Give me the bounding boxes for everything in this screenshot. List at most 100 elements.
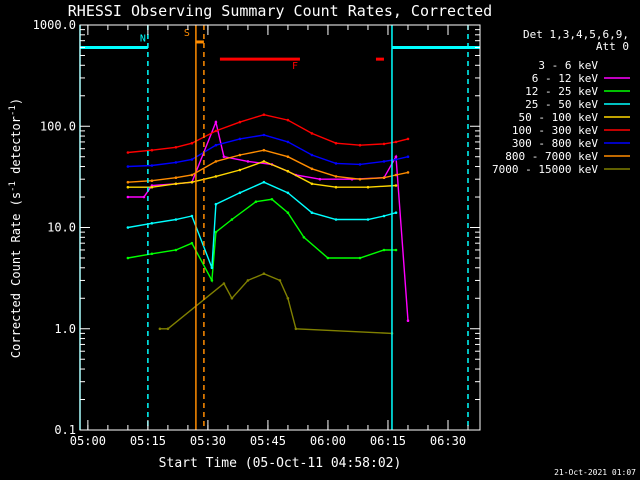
data-point <box>398 272 402 276</box>
data-point <box>174 146 178 149</box>
data-point <box>382 142 386 146</box>
data-point <box>126 195 130 199</box>
data-point <box>358 143 362 147</box>
series-9 <box>158 272 394 335</box>
legend-entry-label: 6 - 12 keV <box>532 72 599 85</box>
data-point <box>406 268 410 272</box>
series-line <box>127 160 397 188</box>
data-point <box>166 327 170 331</box>
data-point <box>358 177 362 181</box>
data-point <box>334 185 338 189</box>
data-point <box>382 160 386 163</box>
data-point <box>142 195 146 199</box>
data-point <box>214 120 218 124</box>
data-point <box>318 177 322 181</box>
data-point <box>126 226 130 229</box>
data-point <box>382 248 386 252</box>
y-tick-label: 1000.0 <box>33 18 76 32</box>
data-point <box>238 120 242 124</box>
x-tick-label: 05:45 <box>250 434 286 448</box>
data-point <box>214 202 218 206</box>
legend-entry-label: 300 - 800 keV <box>512 137 598 150</box>
data-point <box>174 182 178 186</box>
x-tick-label: 06:30 <box>430 434 466 448</box>
data-point <box>246 279 250 282</box>
series-line <box>127 198 396 283</box>
data-point <box>394 184 398 187</box>
data-point <box>214 175 218 178</box>
data-point <box>230 218 234 221</box>
data-point <box>382 214 386 218</box>
series-line <box>127 134 409 168</box>
data-point <box>366 185 370 189</box>
data-point <box>286 140 290 144</box>
data-point <box>190 180 194 184</box>
data-point <box>174 176 178 179</box>
series-line <box>127 149 409 183</box>
data-point <box>262 160 266 163</box>
data-point <box>174 161 178 164</box>
x-tick-label: 06:15 <box>370 434 406 448</box>
data-point <box>394 140 398 144</box>
data-point <box>262 272 266 276</box>
y-tick-label: 1.0 <box>54 322 76 336</box>
data-point <box>262 113 266 116</box>
data-point <box>150 252 154 256</box>
series-1 <box>126 157 410 294</box>
data-point <box>190 241 194 245</box>
y-tick-label: 100.0 <box>40 119 76 133</box>
data-point <box>406 155 410 158</box>
data-point <box>394 173 398 177</box>
data-point <box>158 327 162 331</box>
legend-header-line-1: Det 1,3,4,5,6,9, <box>523 28 629 41</box>
series-5 <box>126 160 398 189</box>
x-axis-label: Start Time (05-Oct-11 04:58:02) <box>159 456 402 471</box>
series-line <box>159 272 393 335</box>
legend-entry-label: 7000 - 15000 keV <box>492 163 598 176</box>
data-point <box>334 175 338 178</box>
data-point <box>310 153 314 157</box>
data-point <box>406 137 410 141</box>
data-point <box>286 211 290 214</box>
data-point <box>394 158 398 161</box>
data-point <box>142 285 146 289</box>
x-tick-label: 05:00 <box>70 434 106 448</box>
data-point <box>190 158 194 161</box>
data-point <box>262 133 266 137</box>
data-point <box>190 214 194 218</box>
series-6 <box>126 113 410 154</box>
data-point <box>334 141 338 145</box>
data-point <box>366 218 370 221</box>
plot-frame <box>79 24 481 431</box>
data-point <box>126 165 130 168</box>
footer-timestamp: 21-Oct-2021 01:07 <box>554 468 636 477</box>
legend-header-line-2: Att 0 <box>596 40 629 53</box>
y-axis: 1000.0 100.0 10.0 1.0 0.1 <box>33 18 480 437</box>
data-point <box>286 297 290 300</box>
series-8 <box>126 148 410 184</box>
data-point <box>126 180 130 184</box>
series-4 <box>126 180 398 270</box>
series-3 <box>126 198 398 283</box>
data-point <box>394 211 398 214</box>
data-point <box>214 230 218 234</box>
data-point <box>238 191 242 195</box>
data-point <box>278 279 282 282</box>
series-line <box>127 113 409 154</box>
data-point <box>326 256 330 260</box>
data-point <box>150 164 154 167</box>
data-point <box>238 153 242 157</box>
data-point <box>238 137 242 141</box>
x-tick-label: 05:30 <box>190 434 226 448</box>
data-point <box>286 155 290 158</box>
data-point <box>222 282 226 285</box>
data-point <box>334 218 338 221</box>
x-tick-label: 06:00 <box>310 434 346 448</box>
legend-entry-label: 800 - 7000 keV <box>505 150 598 163</box>
legend-entry-label: 50 - 100 keV <box>519 111 599 124</box>
series-7 <box>126 133 410 168</box>
data-point <box>214 160 218 163</box>
data-point <box>310 132 314 135</box>
data-point <box>394 155 398 158</box>
data-point <box>310 182 314 186</box>
